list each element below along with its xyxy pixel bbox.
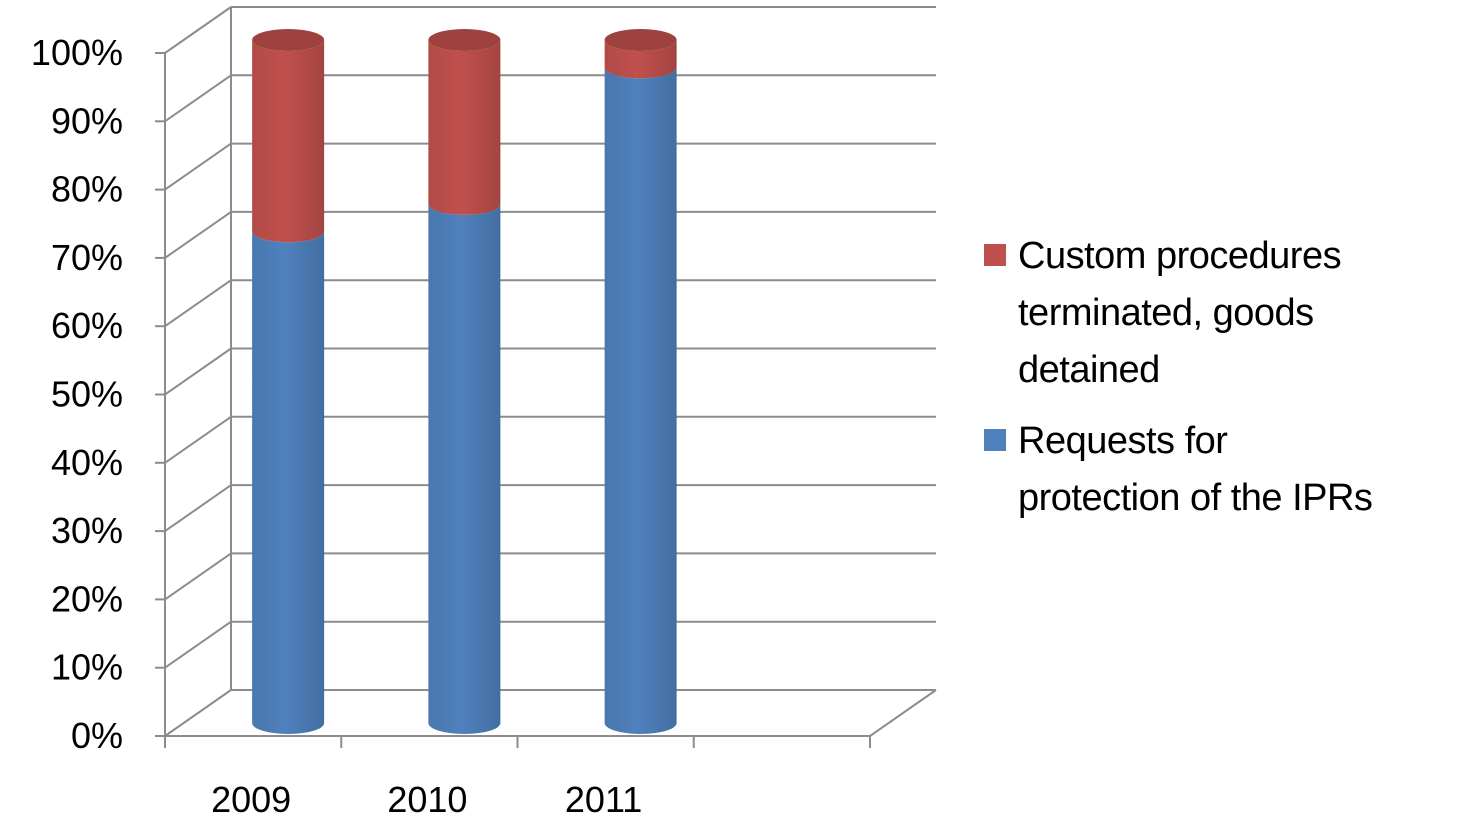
bar-stack-2011 xyxy=(604,29,677,734)
bar-top-cap xyxy=(252,29,325,51)
bar-segment xyxy=(252,231,325,735)
bars xyxy=(252,29,677,735)
x-tick-label: 2011 xyxy=(565,779,642,818)
gridline-side xyxy=(164,689,232,737)
bar-segment xyxy=(428,203,501,735)
floor-edge xyxy=(869,689,937,737)
gridline-side xyxy=(164,347,232,396)
legend-line: Custom procedures xyxy=(1018,235,1342,277)
gridline-side xyxy=(164,142,232,191)
y-tick-label: 50% xyxy=(51,374,123,415)
gridline-side xyxy=(164,74,232,123)
bar-segment xyxy=(604,40,677,79)
gridline-side xyxy=(164,6,232,54)
gridline-side xyxy=(164,552,232,601)
axes xyxy=(155,52,871,748)
x-tick-label: 2010 xyxy=(387,779,467,818)
legend-line: Requests for xyxy=(1018,420,1228,462)
legend-item-custom-procedures: Custom procedures terminated, goods deta… xyxy=(984,228,1454,399)
y-tick-label: 90% xyxy=(51,100,123,141)
legend-line: detained xyxy=(1018,349,1160,391)
y-tick-label: 40% xyxy=(51,442,123,483)
gridline-side xyxy=(164,415,232,464)
legend: Custom procedures terminated, goods deta… xyxy=(984,228,1454,541)
x-tick-label: 2009 xyxy=(211,779,291,818)
gridline-side xyxy=(164,620,232,669)
y-tick-label: 60% xyxy=(51,305,123,346)
gridlines xyxy=(164,6,936,737)
y-tick-label: 0% xyxy=(71,715,123,756)
legend-line: protection of the IPRs xyxy=(1018,477,1373,519)
x-tick-labels: 2009 2010 2011 xyxy=(211,779,642,818)
legend-swatch-custom-procedures xyxy=(984,244,1006,266)
bar-segment xyxy=(604,67,677,734)
legend-item-requests: Requests for protection of the IPRs xyxy=(984,413,1454,527)
y-tick-label: 20% xyxy=(51,578,123,619)
bar-stack-2009 xyxy=(252,29,325,735)
y-tick-label: 70% xyxy=(51,237,123,278)
bar-top-cap xyxy=(604,29,677,51)
y-tick-label: 30% xyxy=(51,510,123,551)
bar-stack-2010 xyxy=(428,29,501,735)
legend-swatch-requests xyxy=(984,429,1006,451)
gridline-side xyxy=(164,484,232,532)
y-tick-label: 10% xyxy=(51,647,123,688)
bar-top-cap xyxy=(428,29,501,51)
y-tick-label: 80% xyxy=(51,169,123,210)
chart-walls xyxy=(230,7,937,737)
gridline-side xyxy=(164,211,232,259)
legend-label-custom-procedures: Custom procedures terminated, goods deta… xyxy=(1018,228,1342,399)
bar-segment xyxy=(252,40,325,243)
bar-segment xyxy=(428,40,501,215)
y-tick-label: 100% xyxy=(31,32,123,73)
y-tick-labels: 0% 10% 20% 30% 40% 50% 60% 70% 80% 90% 100% xyxy=(31,32,123,756)
gridline-side xyxy=(164,279,232,328)
legend-label-requests: Requests for protection of the IPRs xyxy=(1018,413,1373,527)
legend-line: terminated, goods xyxy=(1018,292,1314,334)
